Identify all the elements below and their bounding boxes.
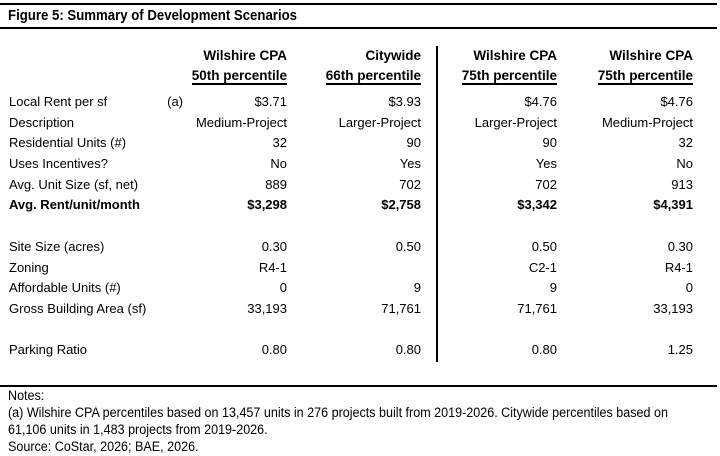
table-row-zoning: Zoning R4-1 C2-1 R4-1: [9, 258, 693, 279]
cell-value: 9: [413, 280, 421, 296]
notes-block: Notes: (a) Wilshire CPA percentiles base…: [8, 387, 668, 455]
header-region-row: Wilshire CPA Citywide Wilshire CPA Wilsh…: [9, 46, 693, 66]
row-label: Parking Ratio: [9, 342, 88, 358]
cell-value: 90: [542, 135, 557, 151]
row-label: Avg. Unit Size (sf, net): [9, 176, 139, 192]
cell-value: Medium-Project: [601, 114, 693, 130]
cell-value: 0.30: [667, 238, 693, 254]
cell-value: $3,298: [247, 197, 287, 213]
row-label: Residential Units (#): [9, 135, 127, 151]
row-label: Affordable Units (#): [9, 280, 121, 296]
cell-value: Yes: [535, 156, 557, 172]
cell-value: 33,193: [247, 300, 287, 316]
cell-value: 0.80: [261, 342, 287, 358]
column-percentile-3: 75th percentile: [461, 68, 557, 85]
row-label: Zoning: [9, 259, 49, 275]
cell-value: Medium-Project: [195, 114, 287, 130]
cell-value: No: [270, 156, 287, 172]
row-label: Local Rent per sf: [9, 94, 108, 109]
figure-title: Figure 5: Summary of Development Scenari…: [8, 7, 298, 24]
cell-value: 9: [549, 280, 557, 296]
cell-value: 0.80: [395, 342, 421, 358]
column-region-4: Wilshire CPA: [609, 48, 693, 63]
notes-heading: Notes:: [8, 388, 45, 403]
cell-value: 32: [678, 135, 693, 151]
notes-divider-rule: [0, 385, 717, 387]
table-row-uses-incentives: Uses Incentives? No Yes Yes No: [9, 154, 693, 175]
header-percentile-row: 50th percentile 66th percentile 75th per…: [9, 66, 693, 86]
cell-value: $3.93: [388, 94, 421, 109]
table-row-affordable-units: Affordable Units (#) 0 9 9 0: [9, 278, 693, 299]
table-spacer-row: [9, 320, 693, 341]
table-row-residential-units: Residential Units (#) 32 90 90 32: [9, 133, 693, 154]
cell-value: 71,761: [381, 300, 421, 316]
cell-value: $4.76: [660, 94, 693, 109]
cell-value: 32: [272, 135, 287, 151]
cell-value: R4-1: [664, 259, 693, 275]
column-region-2: Citywide: [365, 48, 421, 63]
cell-value: 1.25: [667, 342, 693, 358]
column-region-3: Wilshire CPA: [473, 48, 557, 63]
scenario-table-header: Wilshire CPA Citywide Wilshire CPA Wilsh…: [9, 46, 693, 86]
scenario-table-body: Local Rent per sf (a) $3.71 $3.93 $4.76 …: [9, 92, 693, 361]
table-spacer-row: [9, 216, 693, 237]
cell-value: 90: [406, 135, 421, 151]
column-percentile-1: 50th percentile: [191, 68, 287, 85]
table-row-local-rent: Local Rent per sf (a) $3.71 $3.93 $4.76 …: [9, 92, 693, 113]
cell-value: C2-1: [528, 259, 557, 275]
note-ref: (a): [167, 94, 183, 109]
cell-value: $3.71: [254, 94, 287, 109]
cell-value: [287, 258, 421, 279]
column-region-1: Wilshire CPA: [203, 48, 287, 63]
cell-value: R4-1: [258, 259, 287, 275]
cell-value: 702: [535, 176, 557, 192]
row-label: Uses Incentives?: [9, 156, 108, 172]
cell-value: Larger-Project: [338, 114, 421, 130]
column-percentile-2: 66th percentile: [325, 68, 421, 85]
table-row-gross-building-area: Gross Building Area (sf) 33,193 71,761 7…: [9, 299, 693, 320]
cell-value: 0: [685, 280, 693, 296]
cell-value: Yes: [399, 156, 421, 172]
table-row-avg-rent: Avg. Rent/unit/month $3,298 $2,758 $3,34…: [9, 195, 693, 216]
table-row-description: Description Medium-Project Larger-Projec…: [9, 113, 693, 134]
cell-value: $4,391: [653, 197, 693, 213]
cell-value: 702: [399, 176, 421, 192]
row-label: Avg. Rent/unit/month: [9, 197, 140, 213]
table-row-avg-unit-size: Avg. Unit Size (sf, net) 889 702 702 913: [9, 175, 693, 196]
cell-value: $4.76: [524, 94, 557, 109]
title-underline-rule: [0, 27, 717, 29]
row-label: Gross Building Area (sf): [9, 300, 147, 316]
cell-value: No: [676, 156, 693, 172]
table-row-site-size: Site Size (acres) 0.30 0.50 0.50 0.30: [9, 237, 693, 258]
column-divider-line: [436, 46, 438, 362]
cell-value: 0.50: [531, 238, 557, 254]
table-row-parking-ratio: Parking Ratio 0.80 0.80 0.80 1.25: [9, 340, 693, 361]
cell-value: 889: [265, 176, 287, 192]
cell-value: 0.50: [395, 238, 421, 254]
cell-value: 0.30: [261, 238, 287, 254]
column-percentile-4: 75th percentile: [597, 68, 693, 85]
row-label: Site Size (acres): [9, 238, 105, 254]
row-label: Description: [9, 114, 75, 130]
cell-value: 913: [671, 176, 693, 192]
source-line: Source: CoStar, 2026; BAE, 2026.: [8, 439, 199, 454]
cell-value: Larger-Project: [474, 114, 557, 130]
cell-value: $2,758: [381, 197, 421, 213]
cell-value: 33,193: [653, 300, 693, 316]
note-a-line1: (a) Wilshire CPA percentiles based on 13…: [8, 405, 668, 420]
note-a-line2: 61,106 units in 1,483 projects from 2019…: [8, 422, 268, 437]
cell-value: 0.80: [531, 342, 557, 358]
cell-value: $3,342: [517, 197, 557, 213]
cell-value: 71,761: [517, 300, 557, 316]
cell-value: 0: [279, 280, 287, 296]
top-rule: [0, 3, 717, 5]
